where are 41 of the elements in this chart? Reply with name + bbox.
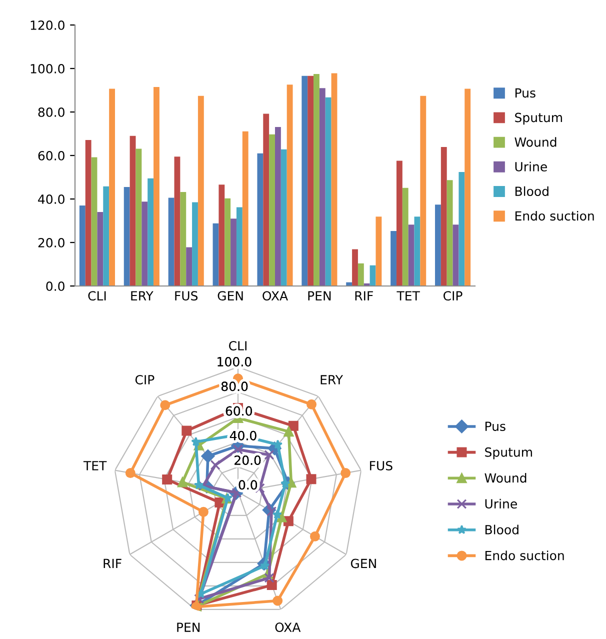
legend-label: Pus	[515, 88, 536, 98]
y-tick-label: 20.0	[38, 238, 64, 248]
y-tick-label: 0.0	[46, 281, 64, 291]
legend-label: Endo suction	[515, 210, 594, 221]
spoke-label: TET	[83, 461, 107, 470]
spoke-label: ERY	[320, 375, 344, 384]
x-tick-label: ERY	[131, 291, 154, 300]
y-tick-label: 40.0	[38, 194, 64, 204]
spoke-label: PEN	[177, 622, 200, 632]
y-tick-label: 60.0	[38, 150, 64, 160]
y-tick-label: 120.0	[30, 20, 64, 30]
legend-label: Blood	[485, 524, 518, 534]
x-tick-label: CIP	[444, 291, 462, 301]
y-tick-label: 100.0	[30, 64, 64, 74]
y-tick-label: 20.0	[234, 456, 261, 465]
spoke-label: FUS	[370, 460, 392, 470]
spoke-label: OXA	[275, 622, 301, 632]
x-tick-label: FUS	[175, 291, 198, 301]
legend-label: Urine	[515, 162, 547, 172]
x-tick-label: PEN	[308, 291, 331, 300]
y-tick-label: 0.0	[238, 480, 258, 490]
spoke-label: CIP	[135, 374, 154, 384]
spoke-label: RIF	[104, 558, 122, 568]
legend-label: Wound	[514, 137, 556, 147]
legend-label: Sputum	[485, 447, 532, 460]
legend-label: Blood	[515, 186, 548, 196]
x-tick-label: GEN	[218, 291, 243, 301]
spoke-label: GEN	[350, 558, 376, 568]
legend-label: Sputum	[515, 112, 562, 125]
spoke-label: CLI	[229, 341, 246, 350]
legend-label: Pus	[485, 422, 506, 432]
x-tick-label: OXA	[262, 291, 288, 301]
x-tick-label: RIF	[355, 291, 373, 300]
legend-label: Endo suction	[485, 550, 564, 560]
legend-label: Wound	[484, 473, 526, 483]
x-tick-label: CLI	[88, 291, 106, 301]
y-tick-label: 80.0	[221, 382, 248, 392]
x-tick-label: TET	[396, 291, 420, 300]
y-tick-label: 100.0	[218, 357, 252, 366]
y-tick-label: 80.0	[38, 107, 64, 117]
legend-label: Urine	[485, 498, 517, 509]
